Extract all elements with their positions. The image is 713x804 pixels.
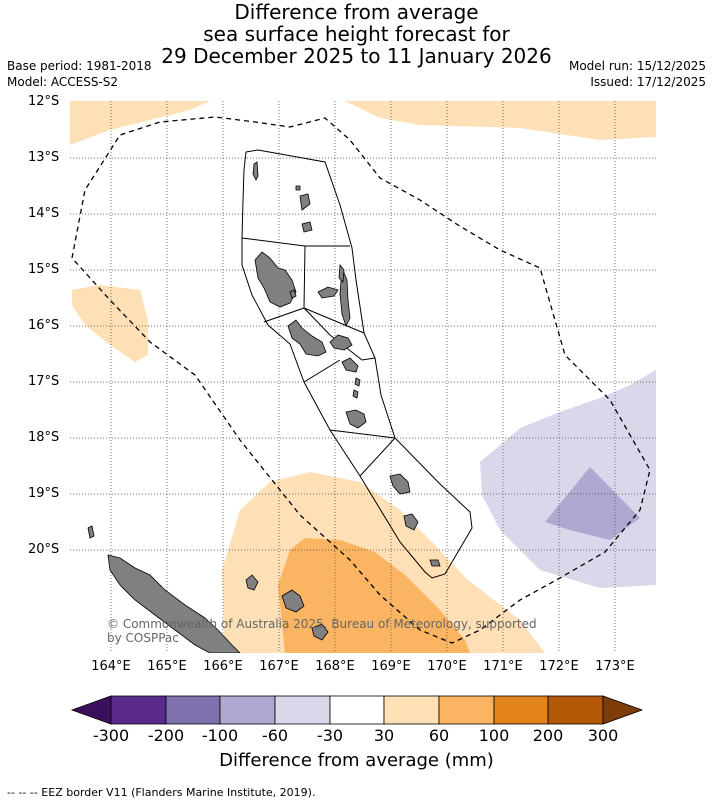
lat-label: 13°S [28, 150, 60, 165]
island-loyalty-ouvea [245, 574, 259, 591]
lat-label: 18°S [28, 430, 60, 445]
island-gaua [301, 221, 313, 233]
copyright-line-1: © Commonwealth of Australia 2025, Bureau… [107, 617, 537, 631]
anomaly-30-60-north [70, 101, 210, 145]
island-shepherds [352, 389, 359, 399]
island-aneityum [429, 559, 441, 567]
lon-label: 171°E [483, 659, 523, 674]
colorbar-tick: 30 [373, 726, 395, 745]
anomaly-30-60-west [72, 285, 148, 362]
model-run: Model run: 15/12/2025 [568, 59, 706, 73]
lon-label: 173°E [595, 659, 635, 674]
eez-border [71, 116, 651, 644]
island-loyalty-lifou [281, 589, 305, 613]
lat-label: 20°S [28, 542, 60, 557]
colorbar-bin [438, 695, 495, 725]
colorbar-tick: -200 [147, 726, 185, 745]
title-line-3: 29 December 2025 to 11 January 2026 [161, 44, 552, 68]
copyright-notice: © Commonwealth of Australia 2025, Bureau… [107, 617, 537, 645]
island-ambrym [329, 334, 353, 351]
colorbar-tick: 100 [478, 726, 510, 745]
island-malakula [287, 319, 327, 357]
colorbar-bin [110, 695, 167, 725]
lon-label: 167°E [259, 659, 299, 674]
island-new-caledonia [107, 554, 241, 653]
lon-label: 170°E [427, 659, 467, 674]
anomaly-60-100-south [278, 538, 470, 653]
colorbar-bin [274, 695, 331, 725]
island-espiritu-santo [254, 251, 297, 308]
province-boundaries [241, 149, 473, 579]
colorbar-extend-high [602, 695, 644, 725]
lat-label: 12°S [28, 94, 60, 109]
anomaly-neg30-60-east [480, 370, 656, 588]
island-maewo [338, 263, 345, 283]
island-paama [354, 377, 361, 387]
island-torres [252, 161, 259, 181]
title-line-1: Difference from average [234, 0, 479, 24]
island-epi [341, 357, 359, 373]
issued-date: Issued: 17/12/2025 [590, 75, 706, 89]
colorbar-bin [493, 695, 549, 725]
lat-label: 17°S [28, 374, 60, 389]
island-ureparapara [295, 185, 301, 191]
lat-label: 15°S [28, 262, 60, 277]
land-masses [87, 161, 441, 653]
lat-label: 19°S [28, 486, 60, 501]
colorbar-tick: 60 [428, 726, 450, 745]
model-name: Model: ACCESS-S2 [7, 75, 119, 89]
lon-label: 172°E [539, 659, 579, 674]
anomaly-neg60-100-east [545, 467, 640, 540]
colorbar-bin [329, 695, 385, 725]
lat-label: 14°S [28, 206, 60, 221]
eez-legend-note: -- -- -- EEZ border V11 (Flanders Marine… [7, 786, 316, 799]
lon-label: 168°E [315, 659, 355, 674]
colorbar-bin [165, 695, 221, 725]
island-erromango [389, 473, 411, 495]
lon-label: 164°E [91, 659, 131, 674]
lon-label: 165°E [147, 659, 187, 674]
colorbar-extend-low [70, 695, 112, 725]
colorbar-bin [219, 695, 276, 725]
island-belep [87, 525, 95, 539]
island-malo [289, 289, 297, 299]
colorbar-bin [383, 695, 440, 725]
island-loyalty-mare [311, 623, 329, 641]
title-line-2: sea surface height forecast for [203, 22, 510, 46]
colorbar-label: Difference from average (mm) [219, 750, 494, 771]
colorbar-bin [547, 695, 604, 725]
colorbar-tick: 200 [532, 726, 564, 745]
island-efate [345, 409, 367, 429]
colorbar-tick: 300 [587, 726, 619, 745]
lat-label: 16°S [28, 318, 60, 333]
colorbar-tick: -60 [261, 726, 289, 745]
colorbar-tick: -300 [92, 726, 130, 745]
lon-label: 169°E [371, 659, 411, 674]
base-period: Base period: 1981-2018 [7, 59, 152, 73]
colorbar-tick: -100 [201, 726, 239, 745]
colorbar [70, 695, 644, 725]
island-tanna [403, 513, 419, 531]
copyright-line-2: by COSPPac [107, 631, 179, 645]
colorbar-tick: -30 [316, 726, 344, 745]
graticule [70, 101, 656, 653]
island-pentecost [339, 267, 351, 328]
anomaly-30-60-north-east [345, 101, 656, 140]
island-vanua-lava [299, 193, 311, 211]
lon-label: 166°E [203, 659, 243, 674]
island-ambae [317, 286, 339, 299]
